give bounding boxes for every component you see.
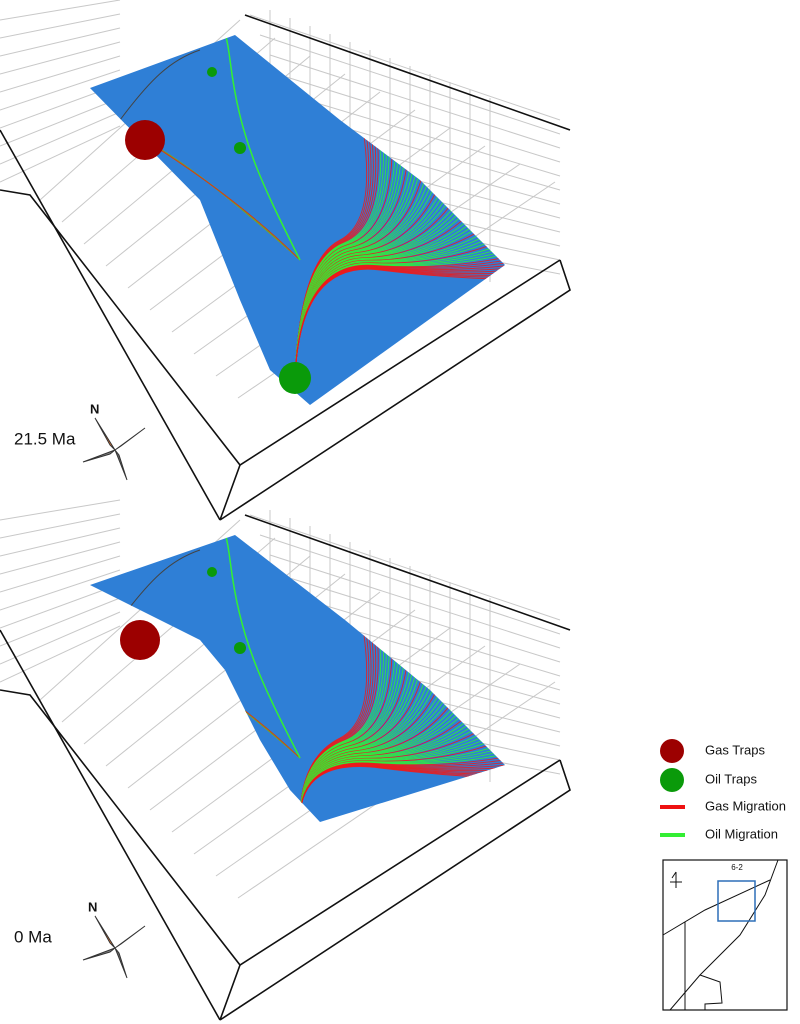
grid-line: [0, 55, 121, 93]
oil-trap: [234, 142, 246, 154]
grid-line: [0, 27, 121, 57]
grid-line: [0, 0, 121, 21]
grid-line: [269, 54, 561, 149]
compass-arm: [94, 915, 116, 949]
grid-line: [0, 69, 121, 111]
grid-line: [0, 97, 121, 147]
box-frame: [244, 514, 571, 631]
legend-label: Gas Traps: [705, 742, 765, 757]
compass-arm: [82, 947, 116, 961]
box-frame: [0, 689, 561, 967]
migration-line: [144, 139, 301, 261]
inset-frame: [662, 859, 788, 1011]
grid-line: [289, 94, 561, 177]
inset-boundary: [699, 974, 723, 1010]
north-label: N: [90, 401, 99, 416]
grid-line: [0, 597, 121, 647]
legend-label: Oil Traps: [705, 771, 758, 786]
grid-line: [0, 625, 121, 683]
grid-line: [249, 14, 561, 121]
grid-line: [0, 499, 121, 521]
compass-arm: [94, 417, 116, 451]
grid-line: [0, 611, 121, 665]
grid-line: [279, 74, 561, 163]
compass-arm: [114, 947, 128, 979]
grid-line: [0, 513, 121, 539]
inset-map: 6-2: [662, 859, 788, 1011]
gas-trap: [125, 120, 165, 160]
compass-arm: [114, 925, 146, 949]
panel-top: [0, 0, 571, 521]
grid-line: [0, 555, 121, 593]
study-area: [717, 880, 756, 922]
migration-line: [206, 35, 301, 261]
box-frame: [0, 189, 561, 467]
box-frame: [0, 129, 221, 521]
oil-trap: [234, 642, 246, 654]
box-frame: [219, 259, 571, 521]
grid-line: [0, 41, 121, 75]
age-label: 21.5 Ma: [14, 429, 76, 448]
gas-trap-swatch: [660, 739, 684, 763]
oil-trap: [279, 362, 311, 394]
legend: Gas Traps Oil Traps Gas Migration Oil Mi…: [660, 739, 786, 841]
north-label: N: [88, 899, 97, 914]
horizon-surface: [90, 35, 505, 405]
gas-trap: [120, 620, 160, 660]
compass-arm: [114, 449, 128, 481]
compass-arm: [82, 449, 116, 463]
legend-label: Gas Migration: [705, 798, 786, 813]
legend-label: Oil Migration: [705, 826, 778, 841]
age-label: 0 Ma: [14, 927, 52, 946]
inset-boundary: [669, 859, 779, 1011]
grid-line: [269, 554, 561, 649]
grid-line: [0, 527, 121, 557]
grid-line: [0, 583, 121, 629]
migration-line: [206, 535, 301, 759]
oil-trap: [207, 567, 217, 577]
box-frame: [219, 759, 571, 1021]
inset-boundary: [662, 879, 771, 936]
grid-line: [0, 569, 121, 611]
box-frame: [0, 629, 221, 1021]
inset-label: 6-2: [731, 863, 743, 872]
grid-line: [249, 514, 561, 621]
box-frame: [244, 14, 571, 131]
oil-trap: [207, 67, 217, 77]
compass: [82, 417, 146, 481]
grid-line: [0, 13, 121, 39]
grid-line: [0, 541, 121, 575]
grid-line: [279, 574, 561, 663]
grid-line: [0, 125, 121, 183]
compass-arm: [114, 427, 146, 451]
inset-north: [670, 871, 682, 888]
compass: [82, 915, 146, 979]
fault-line: [119, 49, 201, 121]
grid-line: [289, 594, 561, 677]
oil-trap-swatch: [660, 768, 684, 792]
horizon-surface: [90, 535, 505, 822]
grid-line: [0, 111, 121, 165]
